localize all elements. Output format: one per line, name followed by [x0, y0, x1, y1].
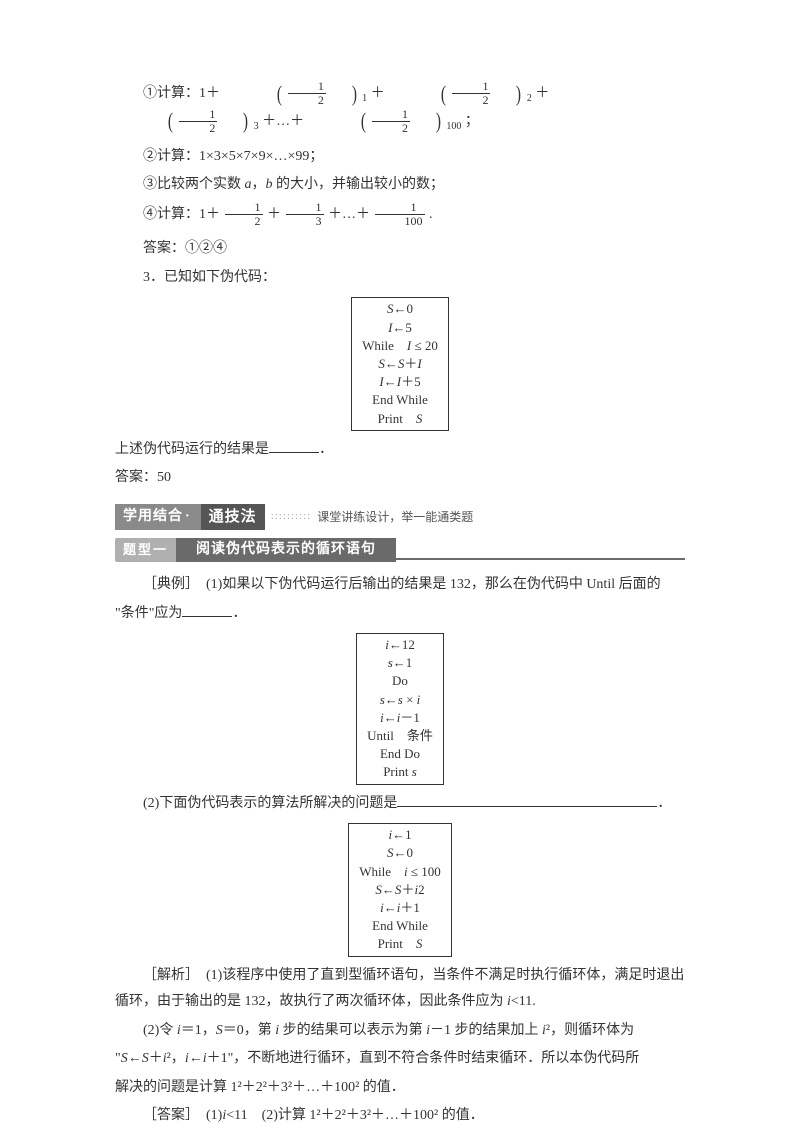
solution-p1: ［解析］ (1)该程序中使用了直到型循环语句，当条件不满足时执行循环体，满足时退… — [115, 963, 685, 1016]
solution-p2: (2)令 i＝1，S＝0，第 i 步的结果可以表示为第 i－1 步的结果加上 i… — [115, 1018, 685, 1045]
fraction: 13 — [286, 201, 324, 228]
text: ①计算：1＋ — [143, 86, 220, 101]
pseudocode-box-3: i←1 S←0 While i ≤ 100 S←S＋i2 i←i＋1 End W… — [348, 823, 452, 956]
topic-title: 阅读伪代码表示的循环语句 — [176, 538, 396, 562]
item-3: ③比较两个实数 a，b 的大小，并输出较小的数； — [115, 172, 685, 199]
pseudocode-box-1: S←0 I←5 While I ≤ 20 S←S＋I I←I＋5 End Whi… — [351, 297, 449, 430]
example-p1b: "条件"应为． — [115, 601, 685, 628]
blank — [182, 603, 232, 617]
blank-long — [397, 793, 657, 807]
fraction-term: (12) — [115, 108, 254, 136]
blank — [269, 439, 319, 453]
solution-answer: ［答案］ (1)i<11 (2)计算 1²＋2²＋3²＋…＋100² 的值． — [115, 1103, 685, 1130]
pseudocode-box-2: i←12 s←1 Do s←s × i i←i－1 Until 条件 End D… — [356, 633, 444, 785]
banner-right: 课堂讲练设计，举一能通类题 — [317, 506, 473, 529]
fraction-term: (12) — [224, 80, 363, 108]
answer-2: 答案：50 — [115, 465, 685, 492]
banner-left: 学用结合· — [115, 504, 201, 530]
example-p1a: ［典例］ (1)如果以下伪代码运行后输出的结果是 132，那么在伪代码中 Unt… — [115, 572, 685, 599]
question-3-title: 3．已知如下伪代码： — [115, 265, 685, 292]
answer-1: 答案：①②④ — [115, 236, 685, 263]
item-2: ②计算：1×3×5×7×9×…×99； — [115, 144, 685, 171]
banner-mid: 通技法 — [201, 504, 265, 530]
banner-dots: :::::::::: — [265, 506, 318, 527]
fraction-term: (12) — [308, 108, 447, 136]
topic-tag: 题型一 — [115, 538, 176, 562]
fraction: 12 — [225, 201, 263, 228]
example-2: (2)下面伪代码表示的算法所解决的问题是． — [115, 791, 685, 818]
solution-p4: 解决的问题是计算 1²＋2²＋3²＋…＋100² 的值． — [115, 1075, 685, 1102]
topic-underline — [396, 558, 685, 560]
item-1: ①计算：1＋ (12)1 ＋ (12)2 ＋ (12)3 ＋…＋ (12)100… — [115, 80, 685, 136]
fraction: 1100 — [375, 201, 425, 228]
item-4: ④计算：1＋ 12 ＋ 13 ＋…＋ 1100 . — [115, 201, 685, 229]
solution-p3: "S←S＋i²，i←i＋1"，不断地进行循环，直到不符合条件时结束循环．所以本伪… — [115, 1046, 685, 1073]
topic-bar: 题型一 阅读伪代码表示的循环语句 — [115, 538, 685, 562]
question-3-after: 上述伪代码运行的结果是． — [115, 437, 685, 464]
section-banner: 学用结合· 通技法 :::::::::: 课堂讲练设计，举一能通类题 — [115, 504, 685, 530]
fraction-term: (12) — [388, 80, 527, 108]
